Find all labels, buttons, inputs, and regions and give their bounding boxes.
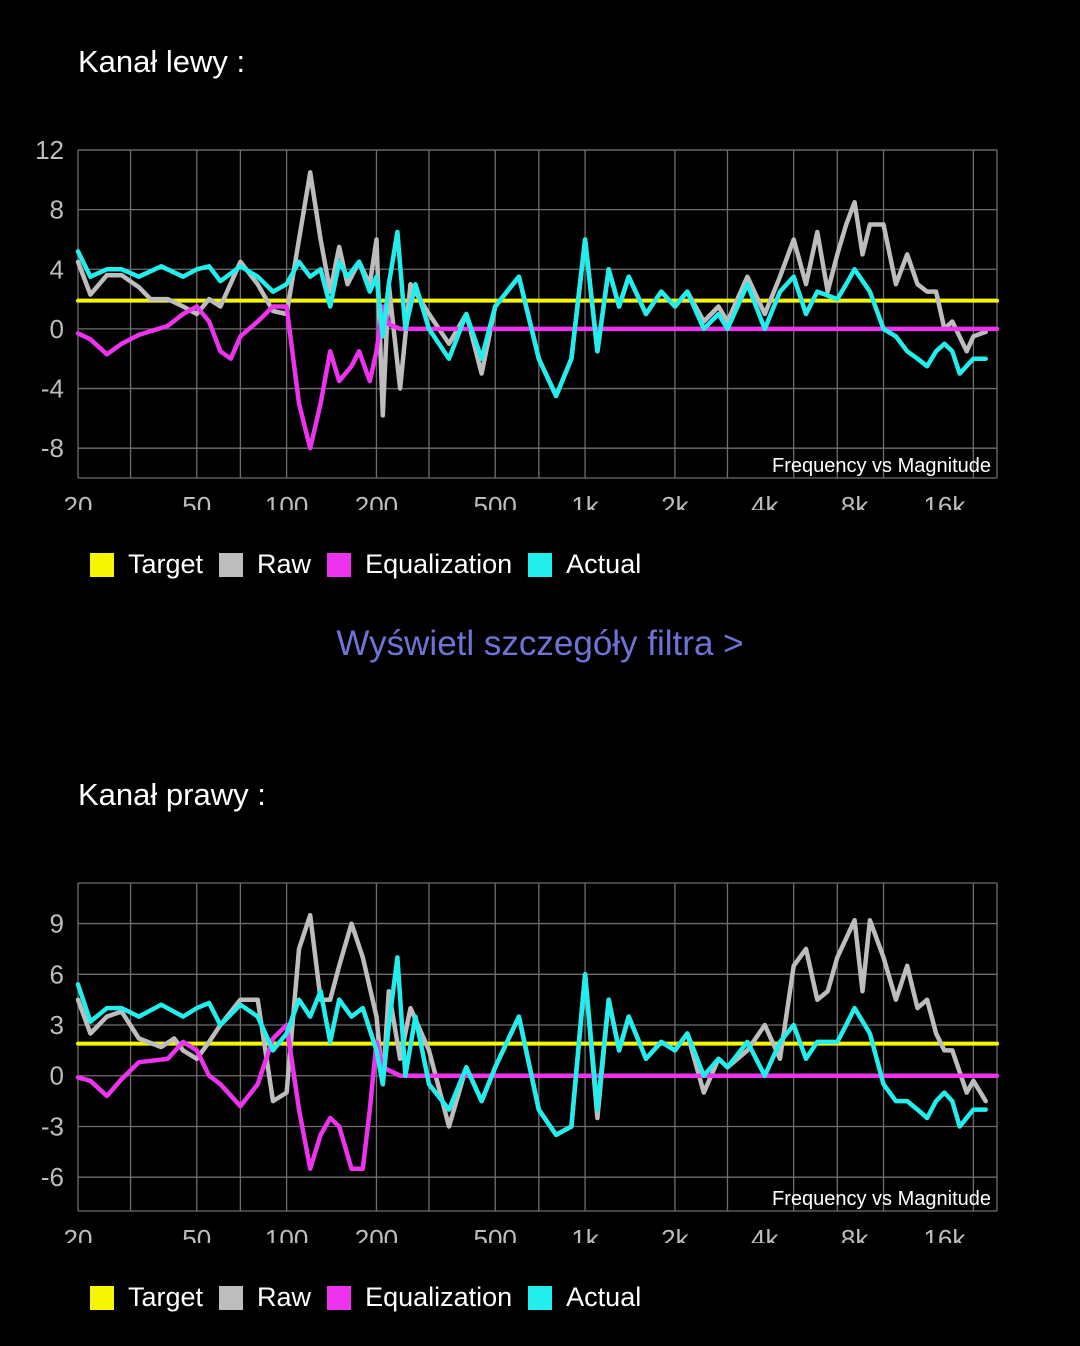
y-tick-label: -3	[41, 1111, 64, 1141]
series-line-actual	[75, 229, 988, 399]
x-tick-label: 16k	[923, 1224, 966, 1243]
legend-item-target: Target	[90, 549, 203, 580]
legend-item-equalization: Equalization	[327, 1282, 512, 1313]
legend-label-raw: Raw	[257, 1282, 312, 1312]
y-tick-label: 6	[50, 959, 64, 989]
legend-item-actual: Actual	[528, 1282, 641, 1313]
x-tick-label: 2k	[661, 491, 689, 510]
legend-swatch-target	[90, 1285, 114, 1310]
x-tick-label: 200	[355, 491, 398, 510]
y-tick-label: 3	[50, 1010, 64, 1040]
series-line-equalization	[75, 304, 1000, 451]
legend-swatch-raw	[219, 1285, 244, 1310]
y-tick-label: 9	[50, 909, 64, 939]
legend-label-raw: Raw	[257, 549, 312, 579]
legend-swatch-actual	[528, 552, 553, 577]
x-tick-label: 1k	[571, 491, 599, 510]
y-tick-label: 8	[50, 195, 64, 225]
left-channel-chart: 12 8 4 0 -4 -8 20 50 100 200 500 1k 2k 4k 8k 16k Frequen…	[35, 135, 1000, 510]
legend-item-equalization: Equalization	[327, 549, 512, 580]
x-tick-label: 1k	[571, 1224, 599, 1243]
chart-caption: Frequency vs Magnitude	[772, 1188, 991, 1210]
legend-swatch-target	[90, 552, 114, 577]
x-tick-label: 8k	[841, 491, 869, 510]
y-tick-label: -8	[41, 433, 64, 463]
legend-label-target: Target	[128, 1282, 204, 1312]
x-tick-label: 4k	[751, 491, 779, 510]
right-channel-legend: Target Raw Equalization Actual	[90, 1282, 657, 1313]
legend-label-target: Target	[128, 549, 204, 579]
legend-item-target: Target	[90, 1282, 203, 1313]
x-tick-label: 20	[64, 1224, 93, 1243]
x-tick-label: 50	[182, 491, 211, 510]
y-tick-label: -4	[41, 374, 64, 404]
x-tick-label: 50	[182, 1224, 211, 1243]
legend-label-equalization: Equalization	[365, 549, 513, 579]
legend-swatch-equalization	[327, 1285, 352, 1310]
legend-label-actual: Actual	[566, 549, 642, 579]
y-tick-label: 0	[50, 314, 64, 344]
legend-item-raw: Raw	[219, 549, 311, 580]
series-line-equalization	[75, 1022, 1000, 1171]
x-tick-label: 100	[265, 1224, 308, 1243]
legend-item-actual: Actual	[528, 549, 641, 580]
legend-item-raw: Raw	[219, 1282, 311, 1313]
series-line-raw	[75, 170, 988, 418]
legend-label-equalization: Equalization	[365, 1282, 513, 1312]
y-tick-label: 0	[50, 1061, 64, 1091]
legend-swatch-equalization	[327, 552, 352, 577]
legend-swatch-actual	[528, 1285, 553, 1310]
y-tick-label: -6	[41, 1162, 64, 1192]
x-tick-label: 200	[355, 1224, 398, 1243]
y-tick-label: 4	[50, 254, 64, 284]
x-tick-label: 16k	[923, 491, 966, 510]
x-tick-label: 500	[474, 1224, 517, 1243]
x-tick-label: 2k	[661, 1224, 689, 1243]
legend-swatch-raw	[219, 552, 244, 577]
x-tick-label: 100	[265, 491, 308, 510]
x-tick-label: 500	[474, 491, 517, 510]
y-tick-label: 12	[35, 135, 64, 165]
x-tick-label: 4k	[751, 1224, 779, 1243]
view-filter-details-link[interactable]: Wyświetl szczegóły filtra >	[336, 624, 744, 663]
chart-caption: Frequency vs Magnitude	[772, 455, 991, 477]
right-channel-title: Kanał prawy :	[78, 777, 266, 812]
x-tick-label: 20	[64, 491, 93, 510]
x-tick-label: 8k	[841, 1224, 869, 1243]
left-channel-legend: Target Raw Equalization Actual	[90, 549, 657, 580]
series-line-actual	[75, 955, 988, 1138]
left-channel-title: Kanał lewy :	[78, 44, 246, 79]
right-channel-chart: 9 6 3 0 -3 -6 20 50 100 200 500 1k 2k 4k 8k 16k Frequenc…	[41, 882, 1000, 1243]
legend-label-actual: Actual	[566, 1282, 642, 1312]
